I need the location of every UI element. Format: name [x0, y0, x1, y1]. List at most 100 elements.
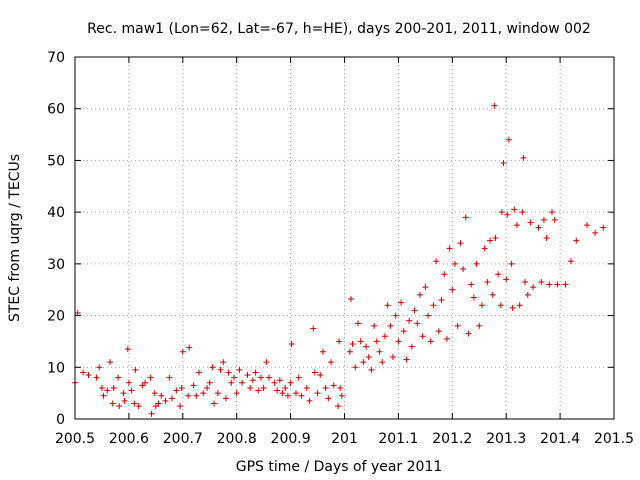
data-point [489, 291, 496, 298]
data-point [139, 382, 146, 389]
data-point [392, 312, 399, 319]
data-point [266, 374, 273, 381]
data-point [109, 400, 116, 407]
data-point [406, 317, 413, 324]
data-point [173, 387, 180, 394]
data-point [284, 392, 291, 399]
data-point [476, 322, 483, 329]
data-point [403, 356, 410, 363]
y-tick-label: 20 [47, 309, 65, 325]
data-point [336, 338, 343, 345]
data-point [491, 102, 498, 109]
data-point [462, 214, 469, 221]
x-axis-label: GPS time / Days of year 2011 [236, 459, 443, 475]
y-tick-label: 60 [47, 102, 65, 118]
data-point [368, 366, 375, 373]
data-point [255, 387, 262, 394]
x-tick-label: 201.1 [378, 431, 418, 447]
data-point [584, 222, 591, 229]
data-point [347, 296, 354, 303]
y-axis-label: STEC from uqrg / TECUs [7, 154, 23, 322]
data-point [228, 379, 235, 386]
data-point [178, 384, 185, 391]
data-point [376, 348, 383, 355]
chart-title: Rec. maw1 (Lon=62, Lat=-67, h=HE), days … [87, 21, 591, 37]
data-point [516, 302, 523, 309]
data-point [104, 387, 111, 394]
data-point [204, 384, 211, 391]
data-point [354, 320, 361, 327]
data-point [247, 384, 254, 391]
data-point [214, 390, 221, 397]
data-point [530, 284, 537, 291]
data-point [220, 359, 227, 366]
data-point [508, 260, 515, 267]
data-point [573, 237, 580, 244]
data-point [400, 328, 407, 335]
data-point [478, 302, 485, 309]
data-point [422, 284, 429, 291]
data-point [509, 304, 516, 311]
data-point [503, 276, 510, 283]
data-point [155, 400, 162, 407]
data-point [193, 392, 200, 399]
data-point [373, 338, 380, 345]
data-point [384, 302, 391, 309]
data-point [239, 379, 246, 386]
y-tick-label: 70 [47, 50, 65, 66]
data-point [330, 382, 337, 389]
data-point [74, 309, 81, 316]
data-point [217, 366, 224, 373]
data-point [498, 209, 505, 216]
data-point [249, 377, 256, 384]
data-point [535, 224, 542, 231]
data-point [325, 395, 332, 402]
data-point [152, 403, 159, 410]
data-point [169, 395, 176, 402]
data-point [120, 390, 127, 397]
data-point [211, 400, 218, 407]
data-point [346, 348, 353, 355]
data-point [349, 341, 356, 348]
data-point [387, 322, 394, 329]
data-point [427, 338, 434, 345]
data-point [236, 366, 243, 373]
data-point [425, 312, 432, 319]
data-point [551, 216, 558, 223]
data-point [209, 364, 216, 371]
data-point [470, 294, 477, 301]
data-point [460, 266, 467, 273]
data-points [72, 102, 607, 417]
y-tick-label: 50 [47, 153, 65, 169]
data-point [177, 403, 184, 410]
data-point [131, 400, 138, 407]
data-point [449, 286, 456, 293]
grid-lines [75, 57, 614, 419]
data-point [567, 258, 574, 265]
y-tick-label: 10 [47, 360, 65, 376]
data-point [511, 206, 518, 213]
x-tick-label: 200.6 [109, 431, 149, 447]
data-point [363, 343, 370, 350]
data-point [121, 397, 128, 404]
data-point [288, 341, 295, 348]
y-tick-label: 0 [56, 412, 65, 428]
data-point [520, 154, 527, 161]
data-point [395, 338, 402, 345]
data-point [492, 235, 499, 241]
data-point [592, 229, 599, 236]
data-point [540, 216, 547, 223]
data-point [116, 403, 123, 410]
data-point [185, 392, 192, 399]
data-point [481, 245, 488, 252]
data-point [225, 369, 232, 376]
x-tick-label: 200.8 [217, 431, 257, 447]
data-point [200, 390, 207, 397]
data-point [522, 278, 529, 285]
data-point [287, 379, 294, 386]
data-point [147, 374, 154, 381]
data-point [107, 359, 114, 366]
data-point [260, 384, 267, 391]
x-tick-label: 201.5 [594, 431, 634, 447]
